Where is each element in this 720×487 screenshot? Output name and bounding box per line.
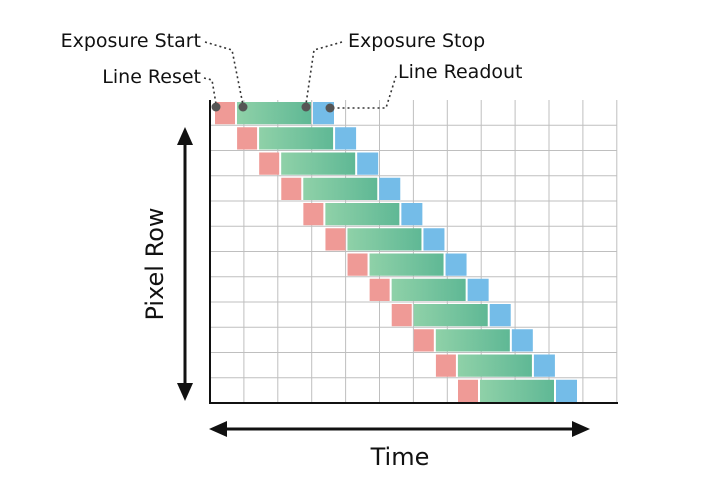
line-readout-block xyxy=(467,278,489,301)
exposure-block xyxy=(347,228,422,251)
line-readout-marker xyxy=(325,103,335,113)
x-axis-label: Time xyxy=(370,443,430,471)
time-arrow xyxy=(209,421,590,437)
timing-grid xyxy=(210,100,618,403)
exposure-block xyxy=(480,379,554,402)
exposure-block xyxy=(259,127,334,150)
y-axis-label: Pixel Row xyxy=(141,207,169,320)
line-reset-block xyxy=(458,379,478,402)
exposure-block xyxy=(325,203,400,226)
line-readout-block xyxy=(511,329,533,352)
exposure-block xyxy=(435,329,510,352)
callout-leaders xyxy=(203,41,397,109)
exposure-block xyxy=(281,152,356,175)
line-reset-block xyxy=(413,329,434,352)
exposure-block xyxy=(303,177,378,200)
arrow-right-icon xyxy=(572,421,590,437)
exposure-block xyxy=(391,278,466,301)
line-readout-block xyxy=(489,304,511,327)
line-readout-block xyxy=(335,127,357,150)
exposure-block xyxy=(237,102,311,125)
line-reset-block xyxy=(347,253,368,276)
exposure-stop-label: Exposure Stop xyxy=(348,30,485,52)
line-reset-block xyxy=(435,354,456,377)
line-readout-block xyxy=(379,177,401,200)
line-readout-block xyxy=(401,203,423,226)
line-readout-block xyxy=(556,379,577,402)
arrow-up-icon xyxy=(177,127,193,145)
row-timing-bars xyxy=(215,102,577,402)
pixel-row-arrow xyxy=(177,127,193,401)
exposure-block xyxy=(457,354,532,377)
arrow-left-icon xyxy=(209,421,227,437)
line-readout-block xyxy=(445,253,467,276)
line-readout-block xyxy=(533,354,555,377)
line-reset-block xyxy=(303,203,324,226)
exposure-block xyxy=(369,253,444,276)
arrow-down-icon xyxy=(177,383,193,401)
exposure-block xyxy=(413,304,488,327)
line-readout-label: Line Readout xyxy=(398,61,523,83)
exposure-start-label: Exposure Start xyxy=(61,30,201,52)
line-reset-block xyxy=(281,177,302,200)
exposure-stop-marker xyxy=(301,102,311,112)
line-reset-block xyxy=(325,228,346,251)
line-reset-block xyxy=(391,304,412,327)
line-readout-block xyxy=(423,228,445,251)
line-reset-block xyxy=(259,152,280,175)
line-reset-block xyxy=(237,127,258,150)
exposure-start-marker xyxy=(238,102,248,112)
exposure-start-leader xyxy=(204,41,244,106)
line-readout-block xyxy=(357,152,379,175)
exposure-stop-leader xyxy=(305,41,343,105)
line-readout-leader xyxy=(330,75,397,109)
line-reset-block xyxy=(369,278,390,301)
line-reset-marker xyxy=(211,102,221,112)
line-reset-label: Line Reset xyxy=(102,66,201,88)
